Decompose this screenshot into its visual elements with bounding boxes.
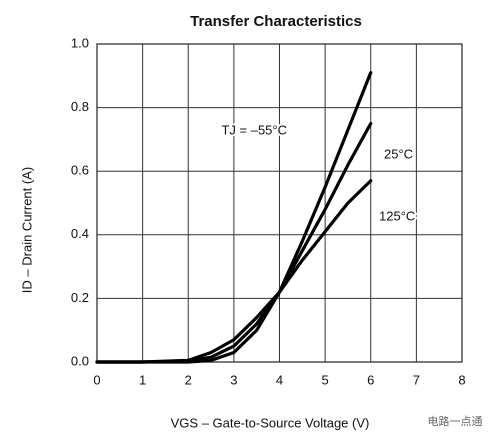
- y-tick-label: 1.0: [71, 35, 89, 50]
- series-label: 125°C: [379, 208, 415, 223]
- series-label: TJ = –55°C: [221, 122, 287, 137]
- y-tick-label: 0.8: [71, 99, 89, 114]
- y-tick-label: 0.6: [71, 163, 89, 178]
- x-tick-label: 3: [230, 372, 237, 387]
- series-label: 25°C: [384, 146, 413, 161]
- x-tick-label: 8: [458, 372, 465, 387]
- x-tick-label: 1: [139, 372, 146, 387]
- series-label: 125°C: [379, 208, 415, 223]
- watermark: 电路一点通: [428, 415, 483, 428]
- plot-border: [96, 43, 463, 363]
- x-tick-label: 5: [322, 372, 329, 387]
- y-tick-label: 0.0: [71, 353, 89, 368]
- series-label: 25°C: [384, 146, 413, 161]
- chart-title: Transfer Characteristics: [190, 13, 362, 30]
- series-label: TJ = –55°C: [221, 122, 287, 137]
- y-axis-title: ID – Drain Current (A): [19, 167, 34, 293]
- x-tick-label: 4: [276, 372, 283, 387]
- x-tick-label: 7: [413, 372, 420, 387]
- y-tick-label: 0.4: [71, 226, 89, 241]
- x-axis-title: VGS – Gate-to-Source Voltage (V): [171, 415, 370, 430]
- series-line: [95, 179, 373, 364]
- x-tick-label: 0: [93, 372, 100, 387]
- x-tick-label: 2: [185, 372, 192, 387]
- x-tick-label: 6: [367, 372, 374, 387]
- y-tick-label: 0.2: [71, 290, 89, 305]
